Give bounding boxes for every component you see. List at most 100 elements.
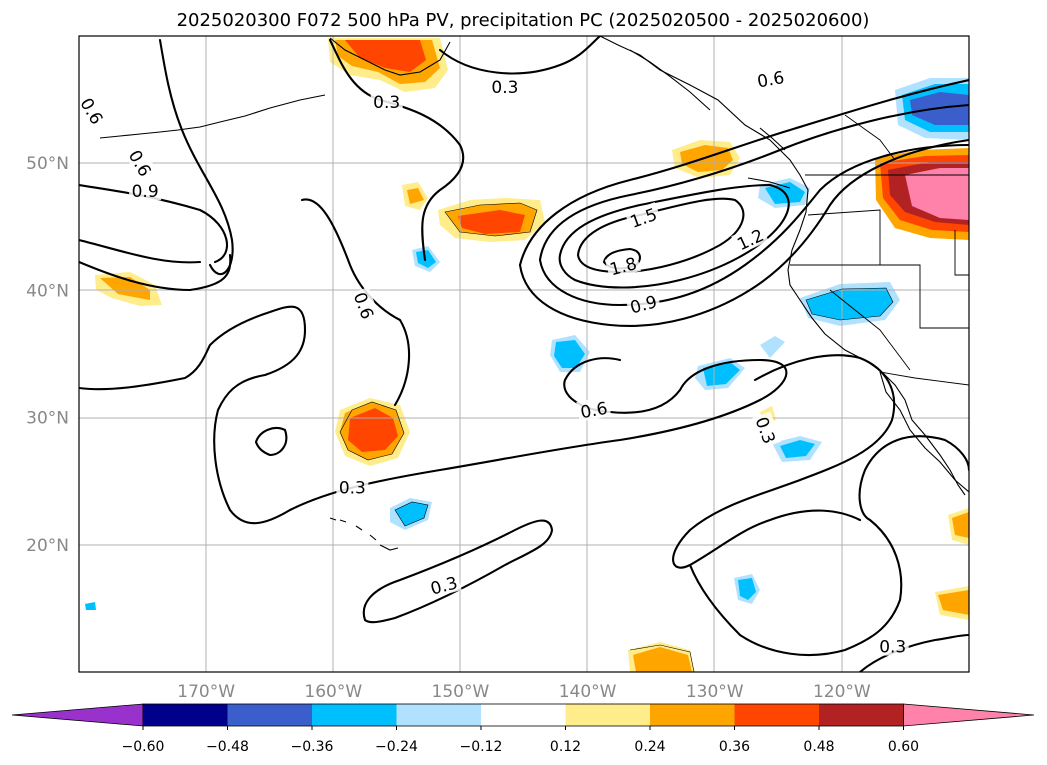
aleutians — [99, 94, 326, 139]
map-area: 0.30.30.60.60.91.51.21.80.90.60.60.60.30… — [79, 36, 969, 672]
us-state-border — [807, 209, 969, 329]
longitude-tick-labels: 170°W 160°W 150°W 140°W 130°W 120°W — [177, 682, 871, 702]
precip-negative-blob — [395, 502, 428, 526]
chart-title: 2025020300 F072 500 hPa PV, precipitatio… — [177, 10, 870, 31]
pv-contour-0.9 — [538, 103, 969, 262]
colorbar-tick-label: 0.24 — [634, 739, 665, 755]
contour-label-background — [731, 222, 769, 255]
colorbar-swatch — [312, 704, 397, 726]
precip-positive-blob — [407, 188, 424, 204]
colorbar-swatch — [734, 704, 820, 726]
north-america-coast — [599, 36, 966, 496]
pv-contour-1.2 — [558, 183, 790, 289]
precip-positive-blob — [633, 647, 692, 672]
contour-label: 0.3 — [336, 476, 369, 499]
precip-negative-blob — [780, 440, 815, 458]
contour-label-background — [604, 251, 641, 280]
precip-negative-blob — [738, 578, 756, 600]
precip-negative-blob — [806, 288, 893, 320]
pv-contour-0.6 — [672, 354, 896, 569]
pv-contour-0.3 — [362, 519, 554, 624]
map-frame — [78, 35, 970, 673]
precip-negative-blob — [760, 336, 785, 358]
precip-positive-blob — [680, 145, 733, 172]
contour-label-text: 0.3 — [491, 78, 518, 98]
contour-label-background — [624, 202, 662, 232]
colorbar-swatch — [227, 704, 313, 726]
us-state-border — [829, 289, 911, 371]
contour-label-text: 0.3 — [339, 479, 366, 499]
contour-label-background — [336, 476, 369, 497]
precip-negative-blob — [416, 250, 436, 268]
contour-label-background — [876, 635, 909, 656]
lat-tick-label: 40°N — [26, 281, 69, 301]
colorbar-swatch — [819, 704, 904, 726]
contour-labels: 0.30.30.60.60.91.51.21.80.90.60.60.60.30… — [79, 65, 909, 658]
lat-tick-label: 50°N — [26, 154, 69, 174]
precip-outline — [339, 202, 894, 672]
contour-label-text: 0.6 — [579, 399, 609, 423]
contour-label-text: 0.3 — [879, 638, 906, 658]
pv-contour-0.3 — [688, 435, 969, 657]
contour-label: 0.3 — [370, 91, 403, 113]
precip-negative-blob — [85, 602, 96, 610]
precip-positive-blob — [938, 590, 969, 615]
lon-tick-label: 170°W — [177, 682, 235, 702]
contour-label-background — [129, 180, 162, 201]
colorbar-swatch — [565, 704, 651, 726]
colorbar-swatch — [481, 704, 566, 726]
contour-label-background — [576, 396, 612, 422]
contour-label: 0.9 — [129, 180, 162, 202]
lat-tick-label: 30°N — [26, 409, 69, 429]
lon-tick-label: 130°W — [686, 682, 744, 702]
lon-tick-label: 140°W — [559, 682, 617, 702]
colorbar-tick-label: 0.12 — [550, 739, 581, 755]
contour-label-text: 0.6 — [756, 68, 786, 92]
precip-positive-blob — [905, 168, 969, 220]
colorbar-swatch — [396, 704, 482, 726]
alaska-coast — [329, 37, 451, 76]
contour-label-background — [124, 143, 158, 182]
us-state-border — [954, 230, 969, 276]
hawaii — [329, 517, 399, 551]
pv-contour-0.6 — [79, 253, 232, 292]
contour-label-background — [79, 91, 110, 130]
pv-contour-0.3 — [438, 36, 602, 75]
precip-negative-blob — [703, 362, 740, 386]
colorbar-extend-high — [903, 703, 1035, 727]
pv-contour-0.6 — [518, 78, 969, 267]
coastlines — [99, 36, 969, 551]
colorbar-tick-label: −0.24 — [375, 739, 418, 755]
latitude-tick-labels: 20°N 30°N 40°N 50°N — [26, 154, 69, 556]
pv-contour-0.6 — [79, 305, 307, 525]
colorbar-tick-label: 0.60 — [888, 739, 919, 755]
lon-tick-label: 160°W — [304, 682, 362, 702]
pv-contour-0.9 — [79, 183, 229, 264]
lon-tick-label: 150°W — [432, 682, 490, 702]
contour-label-background — [370, 91, 403, 112]
contour-label-background — [751, 411, 782, 449]
colorbar-tick-label: 0.48 — [803, 739, 834, 755]
lon-tick-label: 120°W — [813, 682, 871, 702]
contour-label-background — [425, 570, 462, 599]
colorbar-swatch — [650, 704, 735, 726]
contour-label: 0.6 — [124, 143, 158, 182]
bc-islands — [629, 49, 791, 189]
colorbar-tick-label: 0.36 — [719, 739, 750, 755]
contour-label: 0.3 — [876, 635, 909, 658]
contour-label-background — [488, 75, 521, 96]
precip-positive-blob — [458, 210, 525, 234]
contour-label-background — [752, 65, 788, 91]
colorbar-tick-label: −0.48 — [206, 739, 249, 755]
pv-contour-0.3 — [254, 427, 288, 457]
pv-contour-0.6 — [158, 38, 234, 276]
pv-contour-0.6 — [518, 138, 969, 327]
contour-label: 0.6 — [752, 65, 788, 92]
contour-label-background — [349, 286, 380, 324]
colorbar-tick-label: −0.36 — [291, 739, 334, 755]
colorbar-frame — [142, 703, 904, 727]
precip-positive-blob — [952, 512, 969, 538]
pv-contour-0.9 — [79, 238, 202, 264]
colorbar: −0.60 −0.48 −0.36 −0.24 −0.12 0.12 0.24 0.36 0.4… — [11, 703, 1035, 755]
contour-label-text: 0.3 — [373, 93, 400, 113]
